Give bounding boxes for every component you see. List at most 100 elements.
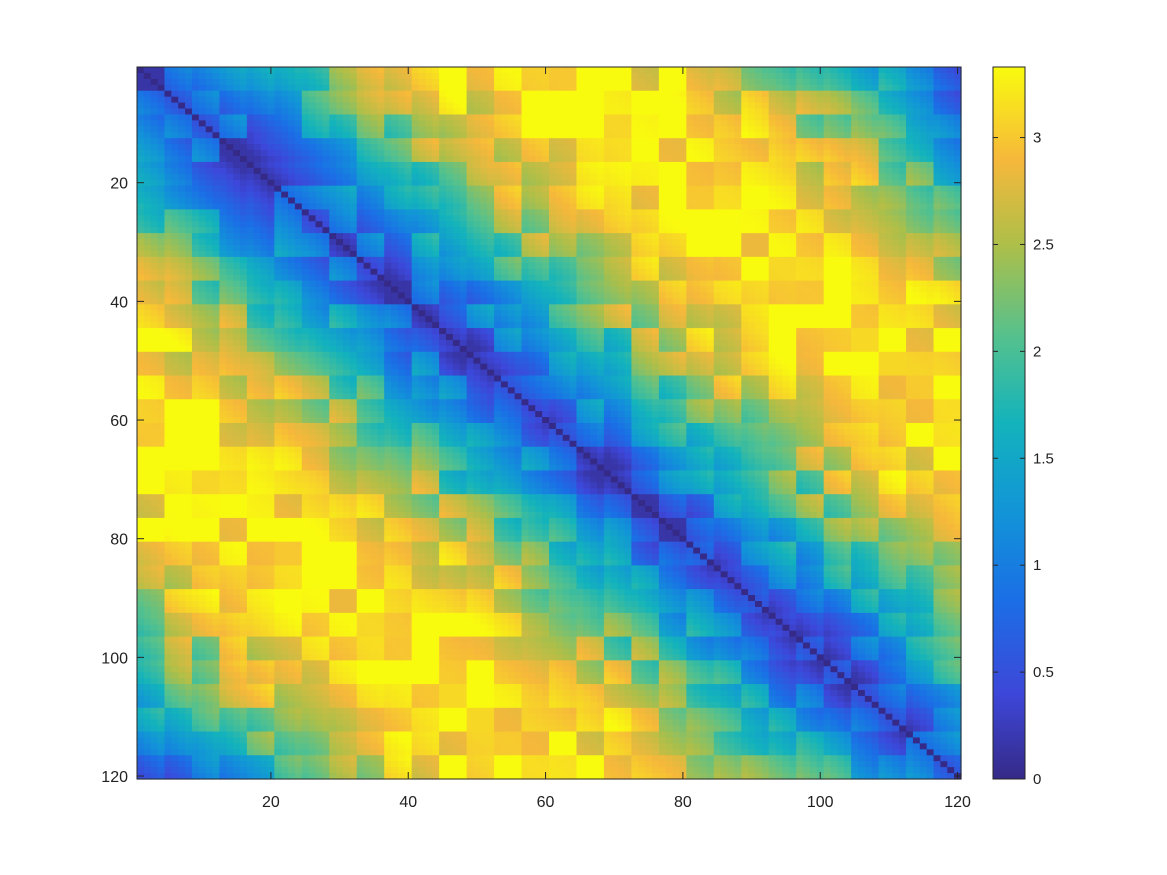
heatmap-cell [892,292,900,299]
heatmap-cell [494,191,502,199]
heatmap-cell [844,268,852,276]
heatmap-cell [356,173,365,181]
heatmap-cell [624,132,632,139]
heatmap-cell [143,132,152,139]
heatmap-cell [329,262,337,270]
heatmap-cell [912,268,921,276]
heatmap-cell [878,233,887,240]
heatmap-cell [178,280,186,288]
heatmap-cell [569,209,578,216]
heatmap-cell [473,167,481,175]
heatmap-cell [645,72,653,80]
heatmap-cell [157,268,166,276]
heatmap-cell [947,126,955,133]
heatmap-cell [157,173,166,181]
heatmap-cell [816,120,825,127]
heatmap-cell [205,108,214,116]
heatmap-cell [178,96,186,104]
heatmap-cell [775,227,784,234]
heatmap-cell [535,310,543,317]
heatmap-cell [933,233,941,240]
heatmap-cell [679,108,687,116]
heatmap-cell [789,108,797,116]
heatmap-cell [157,274,166,282]
heatmap-cell [143,203,152,210]
heatmap-cell [233,114,241,121]
heatmap-cell [899,256,907,264]
heatmap-cell [954,108,962,116]
heatmap-cell [514,292,523,299]
heatmap-cell [720,215,729,222]
heatmap-cell [837,179,845,187]
heatmap-cells [137,67,962,780]
heatmap-cell [487,108,495,116]
heatmap-cell [720,120,729,127]
heatmap-cell [775,250,784,258]
heatmap-cell [459,209,468,216]
heatmap-cell [562,84,571,92]
heatmap-cell [803,185,811,193]
heatmap-cell [294,262,303,270]
heatmap-cell [858,233,866,240]
heatmap-cell [858,84,866,92]
heatmap-cell [267,280,275,288]
heatmap-cell [274,138,282,145]
heatmap-cell [315,233,323,240]
heatmap-cell [233,179,241,187]
heatmap-cell [240,173,248,181]
heatmap-cell [274,67,282,74]
heatmap-cell [466,138,475,145]
heatmap-cell [514,126,523,133]
heatmap-cell [624,96,632,104]
heatmap-cell [391,310,399,317]
heatmap-cell [789,262,797,270]
heatmap-cell [294,72,303,80]
heatmap-cell [514,310,523,317]
heatmap-cell [137,72,145,80]
heatmap-cell [473,132,481,139]
heatmap-cell [171,126,179,133]
heatmap-cell [693,132,701,139]
heatmap-cell [748,108,756,116]
heatmap-cell [507,250,516,258]
heatmap-cell [500,239,509,246]
heatmap-cell [212,191,220,199]
heatmap-cell [157,292,166,299]
heatmap-cell [150,102,159,110]
heatmap-cell [954,102,962,110]
heatmap-cell [487,161,495,169]
heatmap-cell [240,185,248,193]
heatmap-cell [274,132,282,139]
heatmap-cell [164,262,172,270]
heatmap-cell [665,239,674,246]
heatmap-cell [157,126,166,133]
heatmap-cell [391,209,399,216]
heatmap-cell [336,203,344,210]
heatmap-cell [370,108,378,116]
heatmap-cell [288,185,296,193]
heatmap-cell [308,262,317,270]
heatmap-cell [391,286,399,294]
heatmap-cell [603,150,612,157]
heatmap-cell [823,90,832,98]
heatmap-cell [906,298,914,305]
heatmap-cell [631,161,639,169]
heatmap-cell [947,227,955,234]
heatmap-cell [240,191,248,199]
heatmap-cell [473,215,481,222]
heatmap-cell [816,108,825,116]
heatmap-cell [837,144,845,151]
heatmap-cell [473,233,481,240]
heatmap-cell [370,227,378,234]
heatmap-cell [775,150,784,157]
heatmap-cell [425,84,433,92]
heatmap-cell [899,274,907,282]
heatmap-cell [233,310,241,317]
heatmap-cell [830,256,838,264]
heatmap-cell [411,173,420,181]
heatmap-cell [803,262,811,270]
heatmap-cell [542,250,550,258]
heatmap-cell [246,191,255,199]
heatmap-cell [631,262,639,270]
heatmap-cell [542,102,550,110]
